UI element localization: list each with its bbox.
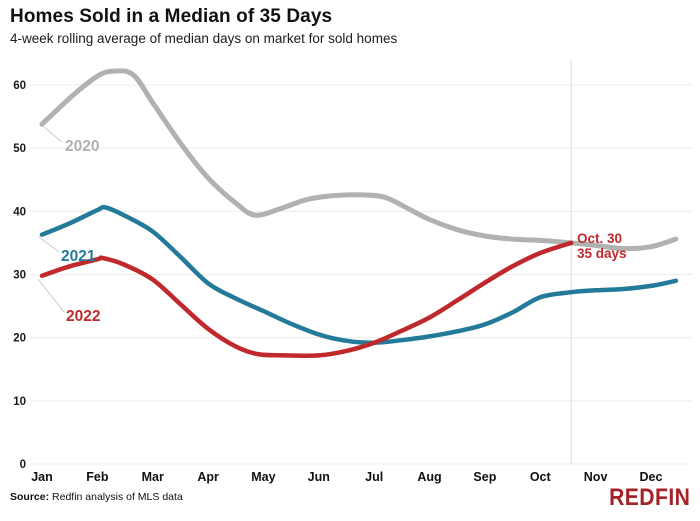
x-tick-label: Aug: [417, 470, 441, 484]
x-tick-label: Apr: [197, 470, 219, 484]
leader-line: [43, 126, 63, 143]
x-tick-label: Feb: [86, 470, 109, 484]
y-tick-label: 50: [13, 143, 26, 155]
x-tick-label: Mar: [142, 470, 164, 484]
x-tick-label: Jan: [31, 470, 53, 484]
page-subtitle: 4-week rolling average of median days on…: [10, 31, 398, 46]
x-tick-label: Sep: [473, 470, 496, 484]
y-tick-label: 20: [13, 333, 26, 345]
x-tick-label: Jul: [365, 470, 383, 484]
leader-line: [38, 236, 60, 253]
series-label-2021: 2021: [61, 248, 96, 265]
redfin-logo: REDFIN: [608, 484, 690, 511]
y-tick-label: 60: [13, 80, 26, 92]
source-note: Source: Redfin analysis of MLS data: [10, 491, 183, 503]
annotation-date: Oct. 30: [577, 231, 622, 246]
series-line-2022: [39, 240, 574, 359]
x-tick-label: May: [251, 470, 275, 484]
source-text: Redfin analysis of MLS data: [52, 491, 183, 503]
page-title: Homes Sold in a Median of 35 Days: [10, 6, 333, 27]
y-tick-label: 40: [13, 206, 26, 218]
annotation-value: 35 days: [577, 246, 627, 261]
leader-line: [37, 278, 65, 313]
x-tick-label: Nov: [584, 470, 608, 484]
y-tick-label: 10: [13, 396, 26, 408]
y-tick-label: 0: [20, 459, 26, 471]
series-label-2020: 2020: [65, 138, 99, 155]
series-label-2022: 2022: [66, 308, 100, 325]
series-line-2021: [39, 204, 679, 345]
source-label: Source:: [10, 491, 50, 503]
x-tick-label: Oct: [530, 470, 552, 484]
y-tick-label: 30: [13, 269, 26, 281]
x-tick-label: Dec: [639, 470, 662, 484]
x-tick-label: Jun: [308, 470, 330, 484]
